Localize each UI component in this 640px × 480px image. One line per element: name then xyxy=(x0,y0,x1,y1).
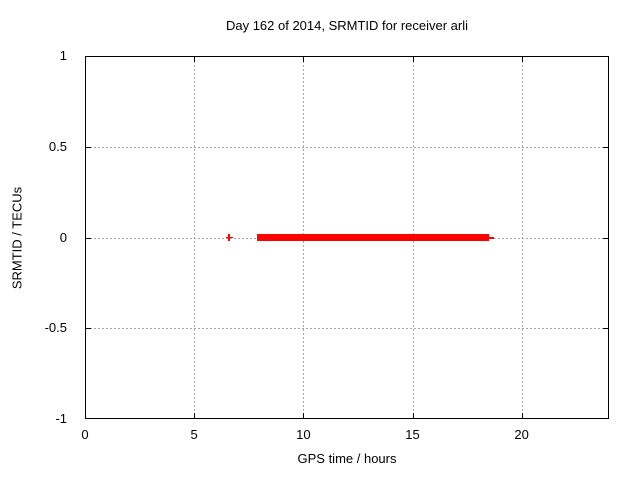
y-tick-label: -1 xyxy=(55,411,67,426)
y-tick-left xyxy=(86,328,91,330)
x-tick-label: 15 xyxy=(405,427,420,442)
x-tick-label: 0 xyxy=(81,427,89,442)
y-gridline xyxy=(86,146,608,148)
x-tick-label: 10 xyxy=(296,427,311,442)
y-tick-label: 1 xyxy=(59,48,67,63)
x-tick-top xyxy=(521,57,523,62)
x-tick-bottom xyxy=(194,413,196,418)
y-tick-label: -0.5 xyxy=(44,320,67,336)
data-run xyxy=(257,234,489,241)
x-tick-label: 20 xyxy=(514,427,529,442)
y-tick-right xyxy=(603,237,608,239)
x-tick-top xyxy=(412,57,414,62)
x-tick-bottom xyxy=(521,413,523,418)
y-tick-left xyxy=(86,237,91,239)
y-tick-right xyxy=(603,328,608,330)
y-tick-label: 0 xyxy=(59,229,67,245)
x-tick-bottom xyxy=(412,413,414,418)
x-tick-label: 5 xyxy=(190,427,198,442)
x-tick-top xyxy=(194,57,196,62)
y-tick-label: 0.5 xyxy=(48,138,67,154)
data-thin-segment xyxy=(488,236,495,239)
y-gridline xyxy=(86,328,608,330)
y-tick-right xyxy=(603,146,608,148)
data-point-plus xyxy=(225,234,233,241)
x-axis-label: GPS time / hours xyxy=(297,451,397,466)
chart-title: Day 162 of 2014, SRMTID for receiver arl… xyxy=(225,18,469,33)
y-tick-left xyxy=(86,146,91,148)
plot-area xyxy=(85,56,609,419)
x-tick-bottom xyxy=(303,413,305,418)
plus-vertical-arm xyxy=(228,234,230,241)
x-tick-top xyxy=(303,57,305,62)
